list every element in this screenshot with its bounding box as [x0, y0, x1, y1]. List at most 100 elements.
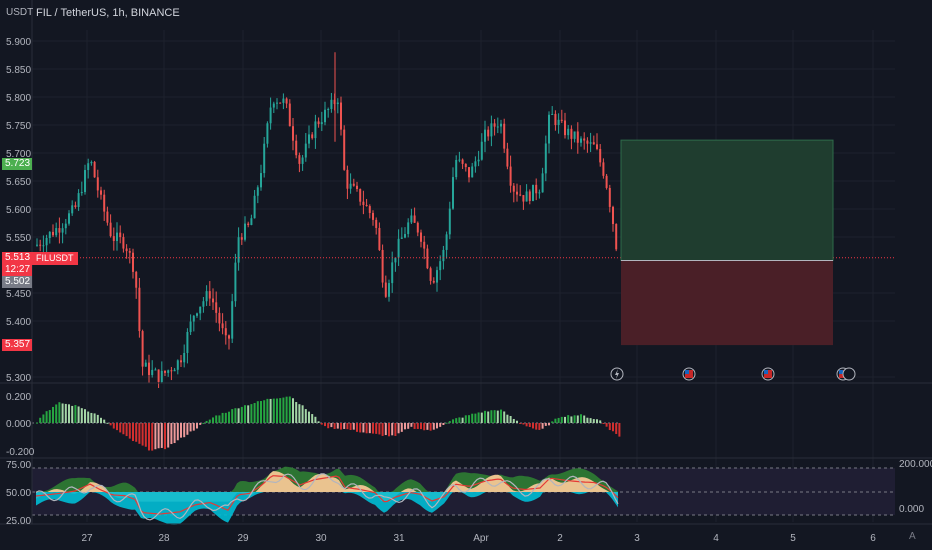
economic-events[interactable] [610, 367, 856, 381]
last-price-tag: 5.513 [2, 252, 32, 264]
candle-body [541, 173, 544, 193]
candle-body [596, 144, 598, 149]
macd-bar [301, 405, 304, 423]
macd-bar [464, 415, 467, 423]
candle-body [119, 232, 122, 238]
candle-body [436, 270, 438, 283]
candle-body [468, 167, 470, 178]
macd-bar [416, 423, 419, 429]
macd-bar [295, 402, 298, 423]
candle-body [90, 161, 93, 164]
candle-body [362, 201, 365, 206]
candle-body [327, 109, 330, 111]
macd-bar [468, 415, 470, 423]
macd-tick-label: 0.000 [6, 419, 31, 430]
candle-body [525, 191, 528, 202]
symbol-title[interactable]: FIL / TetherUS, 1h, BINANCE [36, 7, 180, 19]
macd-bar [208, 419, 211, 423]
candle-body [202, 301, 205, 307]
macd-bar [167, 423, 170, 448]
candle-body [343, 129, 346, 170]
macd-bar [538, 423, 541, 430]
macd-bar [554, 418, 557, 423]
macd-bar [471, 413, 474, 423]
candle-body [372, 212, 374, 220]
macd-bar [352, 423, 355, 430]
candle-body [564, 120, 566, 136]
macd-bar [250, 404, 253, 423]
macd-bar [365, 423, 368, 434]
macd-bar [244, 405, 246, 423]
macd-bar [42, 414, 45, 423]
candle-body [432, 280, 435, 283]
macd-bar [480, 412, 483, 423]
price-tick-label: 5.600 [6, 205, 31, 216]
candle-body [170, 370, 173, 372]
candle-body [68, 213, 70, 224]
macd-bar [391, 423, 394, 436]
candle-body [100, 190, 102, 195]
candle-body [205, 291, 208, 302]
macd-bar [71, 405, 74, 423]
macd-bar [77, 406, 80, 423]
candle-body [103, 194, 106, 212]
macd-bar [183, 423, 186, 438]
macd-bar [186, 423, 189, 435]
candle-body [388, 283, 390, 297]
candle-body [608, 187, 611, 207]
candle-body [554, 113, 557, 126]
candle-body [167, 370, 170, 373]
macd-bar [189, 423, 192, 432]
macd-bar [599, 420, 602, 423]
macd-bar [336, 423, 339, 429]
candle-body [429, 268, 432, 281]
macd-bar [612, 423, 614, 432]
macd-bar [84, 409, 86, 423]
candle-body [183, 352, 186, 363]
macd-bar [516, 420, 518, 423]
macd-bar [279, 398, 282, 423]
candle-body [535, 184, 538, 194]
macd-bar [583, 415, 586, 423]
macd-bar [141, 423, 144, 446]
macd-bar [192, 423, 195, 431]
macd-bar [135, 423, 138, 442]
candle-body [237, 237, 240, 263]
macd-bar [160, 423, 163, 448]
macd-bar [442, 423, 445, 425]
auto-scale-button[interactable]: A [909, 531, 916, 542]
candle-body [93, 161, 96, 178]
osc-white-line [35, 473, 619, 521]
candle-body [599, 148, 602, 163]
candle-body [74, 205, 77, 207]
price-tick-label: 5.700 [6, 149, 31, 160]
macd-bar [215, 415, 218, 423]
long-position-tool[interactable] [620, 139, 834, 346]
macd-bar [314, 416, 317, 423]
candle-body [384, 282, 387, 297]
macd-bar [298, 404, 301, 423]
price-tick-label: 5.550 [6, 233, 31, 244]
candle-body [112, 236, 115, 241]
macd-bar [452, 419, 454, 423]
candle-body [528, 191, 531, 201]
macd-bar [618, 423, 621, 437]
us-flag-event-icon[interactable] [682, 367, 696, 381]
lightning-event-icon[interactable] [610, 367, 624, 381]
macd-bar [576, 415, 579, 423]
us-flag-event-icon[interactable] [761, 367, 775, 381]
time-tick-label: 28 [158, 533, 170, 544]
macd-bar [388, 423, 390, 437]
candle-body [560, 119, 563, 121]
candle-body [538, 192, 541, 194]
macd-bar [541, 423, 544, 429]
macd-bar [311, 414, 314, 423]
flag-canton [764, 370, 768, 374]
macd-bar [205, 420, 208, 423]
macd-bar [90, 412, 93, 423]
candle-body [592, 142, 595, 145]
macd-bar [532, 423, 534, 429]
candle-body [125, 248, 128, 252]
macd-bar [359, 423, 362, 433]
